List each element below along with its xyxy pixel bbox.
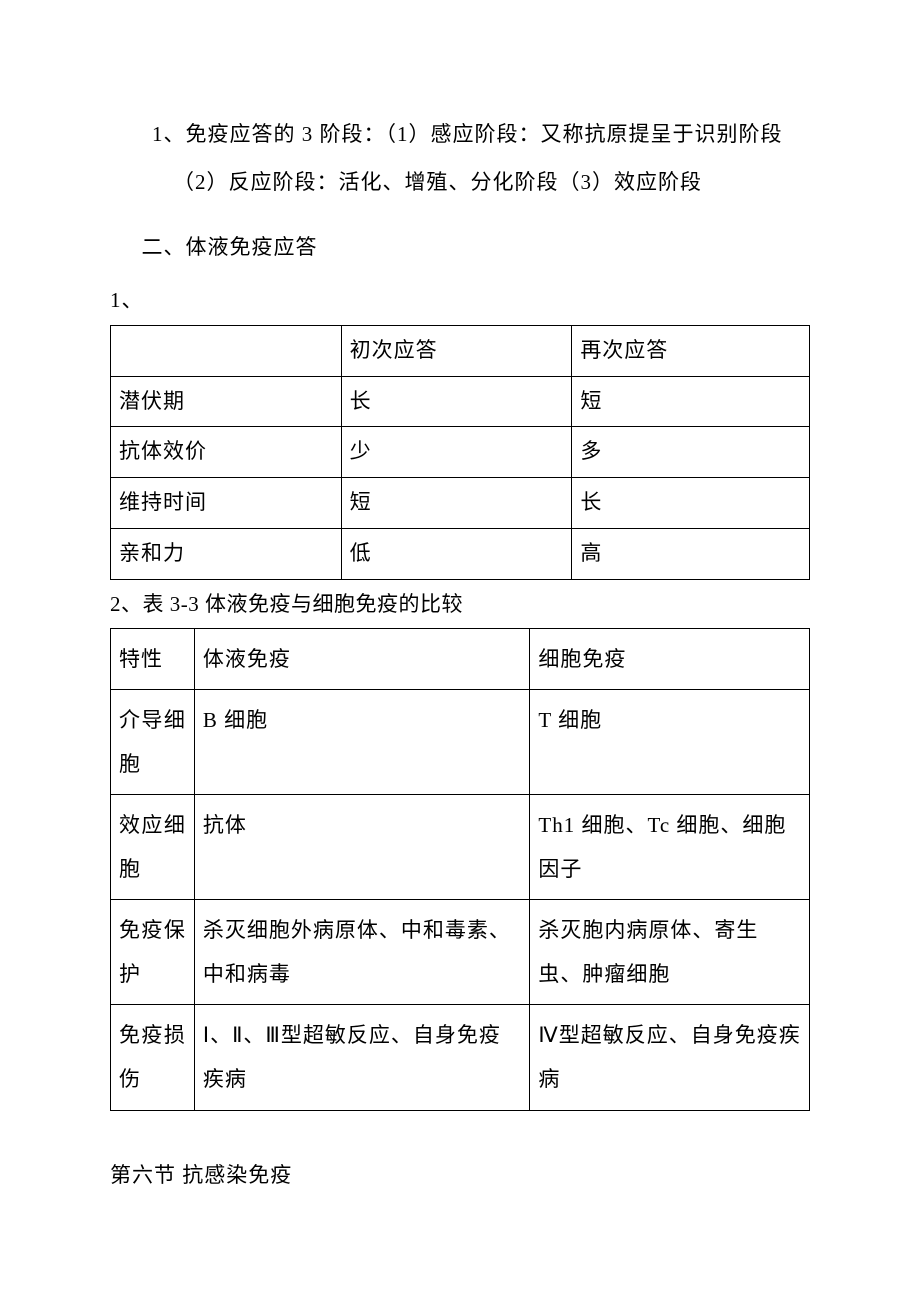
- paragraph-line-1: 1、免疫应答的 3 阶段：（1）感应阶段：又称抗原提呈于识别阶段: [110, 110, 810, 158]
- table-cell: 免疫保护: [111, 900, 195, 1005]
- list-number-1: 1、: [110, 279, 810, 321]
- table-cell: 亲和力: [111, 529, 342, 580]
- table-cell: 抗体效价: [111, 427, 342, 478]
- table-row: 特性 体液免疫 细胞免疫: [111, 628, 810, 689]
- table-cell: 抗体: [194, 794, 530, 899]
- table-cell: [111, 325, 342, 376]
- table-cell: 高: [572, 529, 810, 580]
- table-row: 免疫损伤 Ⅰ、Ⅱ、Ⅲ型超敏反应、自身免疫疾病 Ⅳ型超敏反应、自身免疫疾病: [111, 1005, 810, 1110]
- table-row: 效应细胞 抗体 Th1 细胞、Tc 细胞、细胞因子: [111, 794, 810, 899]
- table-cell: 潜伏期: [111, 376, 342, 427]
- paragraph-line-2: （2）反应阶段：活化、增殖、分化阶段（3）效应阶段: [110, 158, 810, 206]
- table-cell: T 细胞: [530, 689, 810, 794]
- table-cell: 体液免疫: [194, 628, 530, 689]
- table-caption-2: 2、表 3-3 体液免疫与细胞免疫的比较: [110, 586, 810, 624]
- table-response-comparison: 初次应答 再次应答 潜伏期 长 短 抗体效价 少 多 维持时间 短 长 亲和力 …: [110, 325, 810, 580]
- table-cell: Ⅳ型超敏反应、自身免疫疾病: [530, 1005, 810, 1110]
- table-cell: Th1 细胞、Tc 细胞、细胞因子: [530, 794, 810, 899]
- table-cell: 短: [572, 376, 810, 427]
- table-cell: 短: [341, 478, 572, 529]
- table-cell: 效应细胞: [111, 794, 195, 899]
- table-cell: Ⅰ、Ⅱ、Ⅲ型超敏反应、自身免疫疾病: [194, 1005, 530, 1110]
- table-row: 免疫保护 杀灭细胞外病原体、中和毒素、中和病毒 杀灭胞内病原体、寄生虫、肿瘤细胞: [111, 900, 810, 1005]
- table-row: 抗体效价 少 多: [111, 427, 810, 478]
- table-cell: B 细胞: [194, 689, 530, 794]
- section-heading-2: 二、体液免疫应答: [110, 223, 810, 271]
- table-cell: 杀灭胞内病原体、寄生虫、肿瘤细胞: [530, 900, 810, 1005]
- table-cell: 细胞免疫: [530, 628, 810, 689]
- table-cell: 再次应答: [572, 325, 810, 376]
- table-row: 亲和力 低 高: [111, 529, 810, 580]
- table-row: 介导细胞 B 细胞 T 细胞: [111, 689, 810, 794]
- table-cell: 低: [341, 529, 572, 580]
- table-cell: 初次应答: [341, 325, 572, 376]
- table-immunity-comparison: 特性 体液免疫 细胞免疫 介导细胞 B 细胞 T 细胞 效应细胞 抗体 Th1 …: [110, 628, 810, 1111]
- table-row: 维持时间 短 长: [111, 478, 810, 529]
- table-cell: 维持时间: [111, 478, 342, 529]
- document-page: 1、免疫应答的 3 阶段：（1）感应阶段：又称抗原提呈于识别阶段 （2）反应阶段…: [0, 0, 920, 1259]
- table-row: 潜伏期 长 短: [111, 376, 810, 427]
- table-cell: 少: [341, 427, 572, 478]
- table-cell: 杀灭细胞外病原体、中和毒素、中和病毒: [194, 900, 530, 1005]
- table-cell: 长: [572, 478, 810, 529]
- table-cell: 长: [341, 376, 572, 427]
- table-cell: 多: [572, 427, 810, 478]
- section-footer-heading: 第六节 抗感染免疫: [110, 1151, 810, 1199]
- table-cell: 介导细胞: [111, 689, 195, 794]
- table-cell: 免疫损伤: [111, 1005, 195, 1110]
- table-cell: 特性: [111, 628, 195, 689]
- table-row: 初次应答 再次应答: [111, 325, 810, 376]
